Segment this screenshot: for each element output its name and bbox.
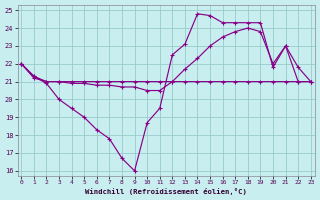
X-axis label: Windchill (Refroidissement éolien,°C): Windchill (Refroidissement éolien,°C) — [85, 188, 247, 195]
